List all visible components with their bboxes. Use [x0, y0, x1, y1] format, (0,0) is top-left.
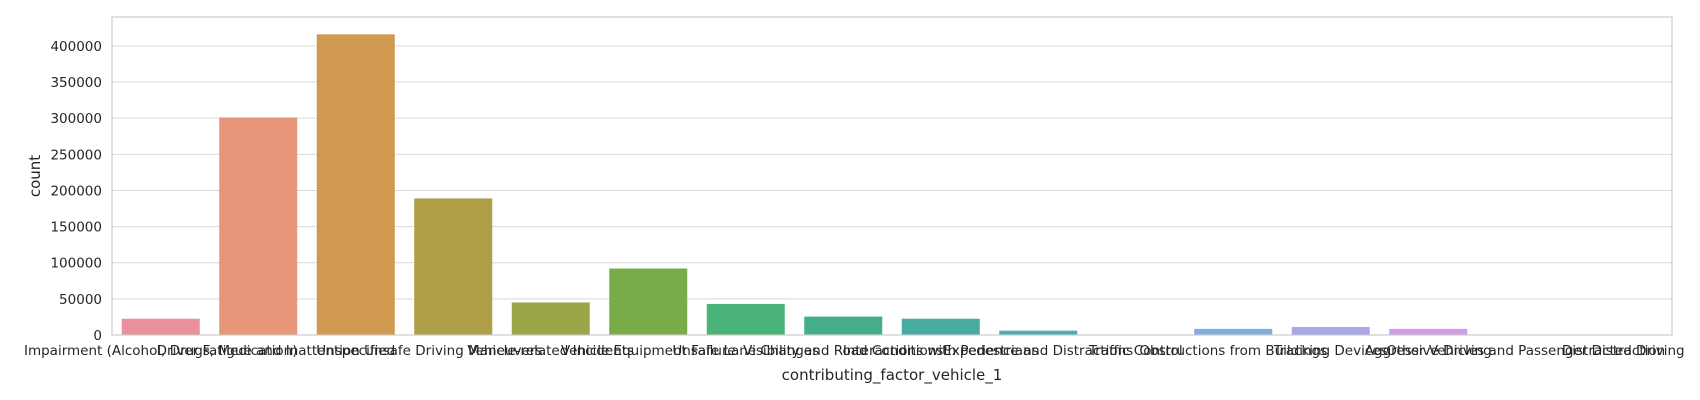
y-tick-label: 50000: [59, 292, 102, 308]
x-tick-label: Aggressive Driving: [1365, 343, 1492, 359]
x-tick-label: Traffic Control: [1088, 343, 1183, 359]
x-tick-label: Unsafe Lane Changes: [672, 343, 819, 359]
y-tick-label: 300000: [50, 111, 102, 127]
x-tick-label: Visibility and Road Conditions: [743, 343, 943, 359]
y-axis-label: count: [26, 155, 44, 197]
x-tick-label: Other Vehicles and Passenger Distraction: [1386, 343, 1665, 359]
bar: [609, 268, 688, 335]
x-tick-label: Impairment (Alcohol, Drugs, Medication): [24, 343, 298, 359]
x-tick-label: Unsafe Driving Maneuvers: [364, 343, 542, 359]
x-tick-label: Distracted Driving: [1562, 343, 1685, 359]
bar: [1194, 328, 1273, 335]
bar: [706, 303, 785, 335]
bar: [804, 316, 883, 335]
y-tick-label: 350000: [50, 75, 102, 91]
x-tick-label: Unspecified: [316, 343, 395, 359]
plot-frame: [111, 16, 1673, 336]
y-tick-label: 100000: [50, 256, 102, 272]
x-tick-label: Tracking Devices: [1273, 343, 1388, 359]
bar: [121, 318, 200, 335]
x-tick-label: Experience and Distractions: [943, 343, 1133, 359]
x-tick-labels: Impairment (Alcohol, Drugs, Medication)D…: [24, 343, 1685, 359]
y-tick-label: 200000: [50, 183, 102, 199]
bar: [511, 302, 590, 335]
y-tick-label: 150000: [50, 220, 102, 236]
x-tick-label: Obstructions from Buildings: [1139, 343, 1327, 359]
bar: [414, 198, 493, 335]
x-axis-label: contributing_factor_vehicle_1: [782, 366, 1003, 385]
bar: [1291, 327, 1370, 335]
y-tick-label: 0: [93, 328, 102, 344]
y-tick-label: 400000: [50, 39, 102, 55]
y-tick-label: 250000: [50, 147, 102, 163]
x-tick-label: Interactions with Pedestrians: [843, 343, 1039, 359]
bar: [999, 330, 1078, 335]
bar: [219, 117, 298, 335]
x-tick-label: Vehicle Equipment Failure: [561, 343, 736, 359]
bars: [121, 34, 1663, 335]
bar: [316, 34, 395, 335]
y-tick-labels: 0 50000 100000 150000 200000 250000 300000 3500…: [50, 39, 102, 344]
x-tick-label: Driver Fatigue and Inattention: [157, 343, 360, 359]
x-tick-label: Vehicle-related Incidents: [467, 343, 634, 359]
bar: [901, 318, 980, 335]
bar: [1389, 328, 1468, 335]
